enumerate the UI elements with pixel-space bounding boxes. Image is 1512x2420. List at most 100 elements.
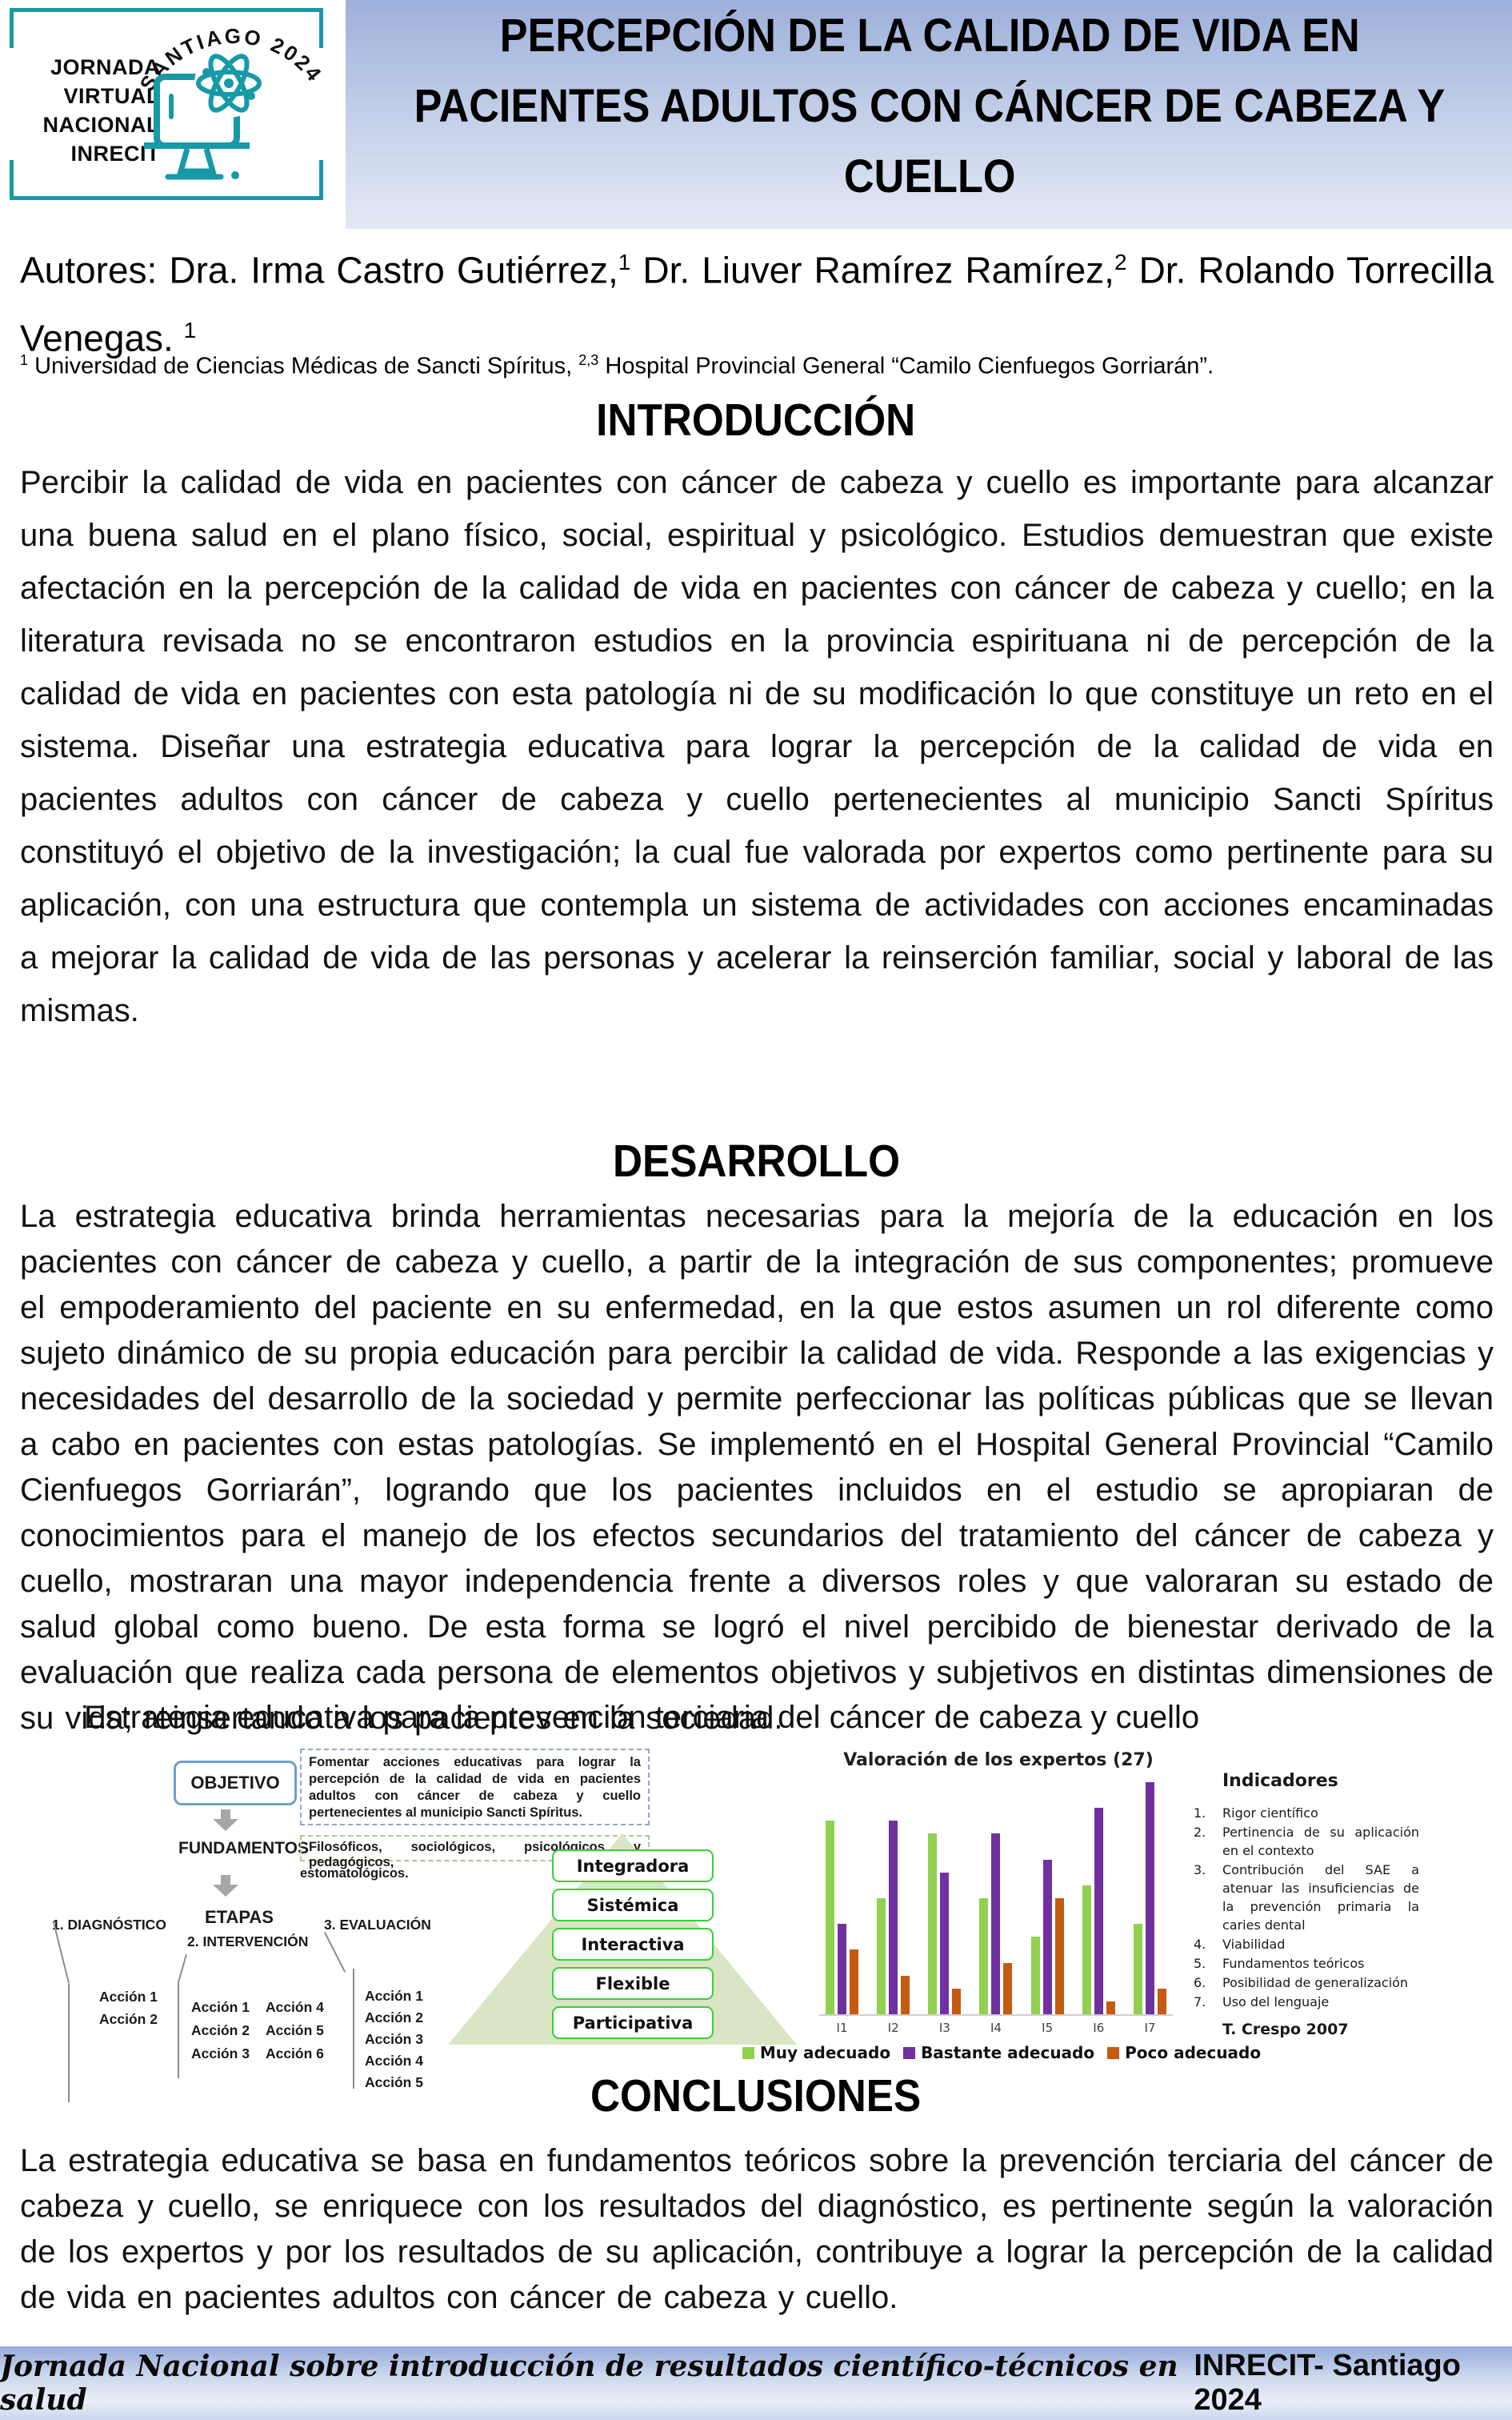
bar bbox=[1133, 1924, 1142, 2014]
bar bbox=[826, 1821, 834, 2014]
indicator-text: Fundamentos teóricos bbox=[1222, 1956, 1365, 1971]
text-segment: Dr. Liuver Ramírez Ramírez, bbox=[630, 249, 1114, 291]
heading-text: INTRODUCCIÓN bbox=[596, 395, 916, 446]
logo-frame bbox=[10, 8, 323, 200]
legend-swatch bbox=[742, 2046, 754, 2059]
stage-action: Acción 1 bbox=[365, 1988, 423, 2004]
x-tick-label: I6 bbox=[1093, 2021, 1105, 2035]
bar bbox=[1145, 1782, 1154, 2014]
legend-item: Bastante adecuado bbox=[903, 2043, 1094, 2062]
conclusions-heading: CONCLUSIONES bbox=[0, 2069, 1512, 2122]
title-line: CUELLO bbox=[843, 150, 1016, 202]
bar bbox=[1042, 1859, 1052, 2014]
header: JORNADA VIRTUAL NACIONAL INRECIT SANTIAG… bbox=[0, 0, 1512, 229]
bar bbox=[1054, 1898, 1064, 2014]
stage-action: Acción 6 bbox=[265, 2045, 324, 2061]
bar bbox=[1082, 1885, 1091, 2014]
indicator-text: Viabilidad bbox=[1222, 1937, 1286, 1952]
stage-action: Acción 4 bbox=[365, 2053, 423, 2069]
indicator-text: Contribución del SAE a atenuar las insuf… bbox=[1222, 1862, 1419, 1933]
legend-swatch bbox=[1107, 2046, 1120, 2059]
bracket-line bbox=[178, 1982, 179, 2078]
affiliation-line: 1 Universidad de Ciencias Médicas de San… bbox=[20, 352, 1494, 380]
footer-plain-text: INRECIT- Santiago 2024 bbox=[1194, 2349, 1461, 2417]
logo-wordmark: JORNADA VIRTUAL NACIONAL INRECIT bbox=[22, 53, 160, 168]
pyramid-level: Participativa bbox=[552, 2006, 714, 2039]
development-paragraph: La estrategia educativa brinda herramien… bbox=[20, 1199, 1494, 1736]
objective-box: OBJETIVO bbox=[174, 1761, 297, 1805]
stage-action: Acción 1 bbox=[191, 1999, 250, 2015]
monitor-atom-icon: SANTIAGO 2024 bbox=[135, 24, 325, 180]
bar bbox=[952, 1988, 962, 2014]
indicator-number: 5. bbox=[1194, 1956, 1206, 1971]
development-heading: DESARROLLO bbox=[0, 1135, 1512, 1188]
bar-group-I2 bbox=[877, 1821, 910, 2014]
down-arrow-icon bbox=[213, 1809, 238, 1831]
superscript: 2,3 bbox=[578, 352, 599, 368]
indicator-text: Posibilidad de generalización bbox=[1222, 1975, 1409, 1990]
bar-group-I6 bbox=[1082, 1808, 1115, 2014]
bar-group-I7 bbox=[1133, 1782, 1166, 2014]
indicator-text: Pertinencia de su aplicación en el conte… bbox=[1222, 1825, 1419, 1858]
bar bbox=[889, 1821, 898, 2014]
indicator-number: 6. bbox=[1194, 1975, 1206, 1990]
bar bbox=[1030, 1937, 1040, 2014]
legend-item: Muy adecuado bbox=[742, 2043, 890, 2062]
indicator-item: 7. Uso del lenguaje bbox=[1194, 1993, 1419, 2011]
indicators-panel: Indicadores 1. Rigor científico 2. Pertinen… bbox=[1194, 1771, 1419, 2038]
stage-action: Acción 5 bbox=[265, 2022, 324, 2038]
x-tick-label: I3 bbox=[938, 2021, 950, 2035]
title-line: PERCEPCIÓN DE LA CALIDAD DE VIDA EN bbox=[499, 10, 1360, 62]
title-line: PACIENTES ADULTOS CON CÁNCER DE CABEZA Y bbox=[414, 80, 1446, 132]
indicator-number: 7. bbox=[1194, 1994, 1206, 2009]
indicator-item: 4. Viabilidad bbox=[1194, 1935, 1419, 1953]
logo-line: NACIONAL bbox=[42, 113, 160, 137]
bar bbox=[877, 1898, 886, 2014]
stage-3-label: 3. EVALUACIÓN bbox=[324, 1917, 431, 1933]
legend-label: Poco adecuado bbox=[1125, 2043, 1262, 2062]
bracket-line bbox=[68, 1984, 70, 2102]
text-segment: Universidad de Ciencias Médicas de Sanct… bbox=[28, 353, 579, 379]
chart-xlabels: I1 I2 I3 I4 I5 I6 I7 bbox=[819, 2021, 1173, 2035]
legend-label: Bastante adecuado bbox=[921, 2043, 1095, 2062]
bracket-line bbox=[177, 1954, 187, 1984]
conclusions-paragraph: La estrategia educativa se basa en funda… bbox=[20, 2143, 1494, 2315]
stage-1-label: 1. DIAGNÓSTICO bbox=[52, 1917, 166, 1933]
superscript: 1 bbox=[183, 318, 197, 343]
legend-label: Muy adecuado bbox=[759, 2043, 891, 2062]
stage-action: Acción 2 bbox=[191, 2022, 250, 2038]
stage-1-actions: Acción 1 Acción 2 bbox=[99, 1985, 158, 2030]
indicator-item: 2. Pertinencia de su aplicación en el con… bbox=[1194, 1823, 1419, 1860]
bar bbox=[850, 1949, 858, 2014]
bar bbox=[1003, 1962, 1013, 2014]
text-segment: Autores: Dra. Irma Castro Gutiérrez, bbox=[20, 249, 618, 291]
stage-action: Acción 2 bbox=[365, 2009, 423, 2025]
stage-action: Acción 3 bbox=[365, 2031, 423, 2047]
bar-group-I1 bbox=[826, 1821, 858, 2014]
text-segment: Dr. Rolando Torrecilla Venegas. bbox=[20, 249, 1494, 359]
bar bbox=[928, 1833, 938, 2014]
legend-item: Poco adecuado bbox=[1107, 2043, 1261, 2062]
experts-bar-chart: Valoración de los expertos (27) I1 I2 I3 I4… bbox=[742, 1749, 1261, 2107]
bar bbox=[1106, 2001, 1115, 2014]
bar-group-I5 bbox=[1030, 1859, 1064, 2014]
chart-title: Valoración de los expertos (27) bbox=[843, 1750, 1154, 1770]
indicator-item: 3. Contribución del SAE a atenuar las ins… bbox=[1194, 1861, 1419, 1934]
bar bbox=[901, 1975, 910, 2014]
stage-action: Acción 2 bbox=[99, 2011, 158, 2027]
bar bbox=[1094, 1808, 1103, 2014]
pyramid-level: Integradora bbox=[552, 1849, 714, 1882]
bar bbox=[1157, 1988, 1166, 2014]
bracket-line bbox=[353, 1969, 354, 2089]
stage-2-actions: Acción 1 Acción 2 Acción 3 Acción 4 Acción 5… bbox=[191, 1999, 324, 2069]
logo-line: VIRTUAL bbox=[63, 84, 160, 108]
superscript: 1 bbox=[618, 250, 631, 274]
pyramid-level: Interactiva bbox=[552, 1928, 714, 1961]
x-tick-label: I1 bbox=[836, 2021, 848, 2035]
bar bbox=[979, 1898, 989, 2014]
figure-caption: Estrategia educativa para la prevención … bbox=[84, 1700, 1200, 1735]
down-arrow-icon bbox=[213, 1875, 238, 1897]
legend-swatch bbox=[903, 2046, 916, 2059]
x-tick-label: I7 bbox=[1144, 2021, 1156, 2035]
